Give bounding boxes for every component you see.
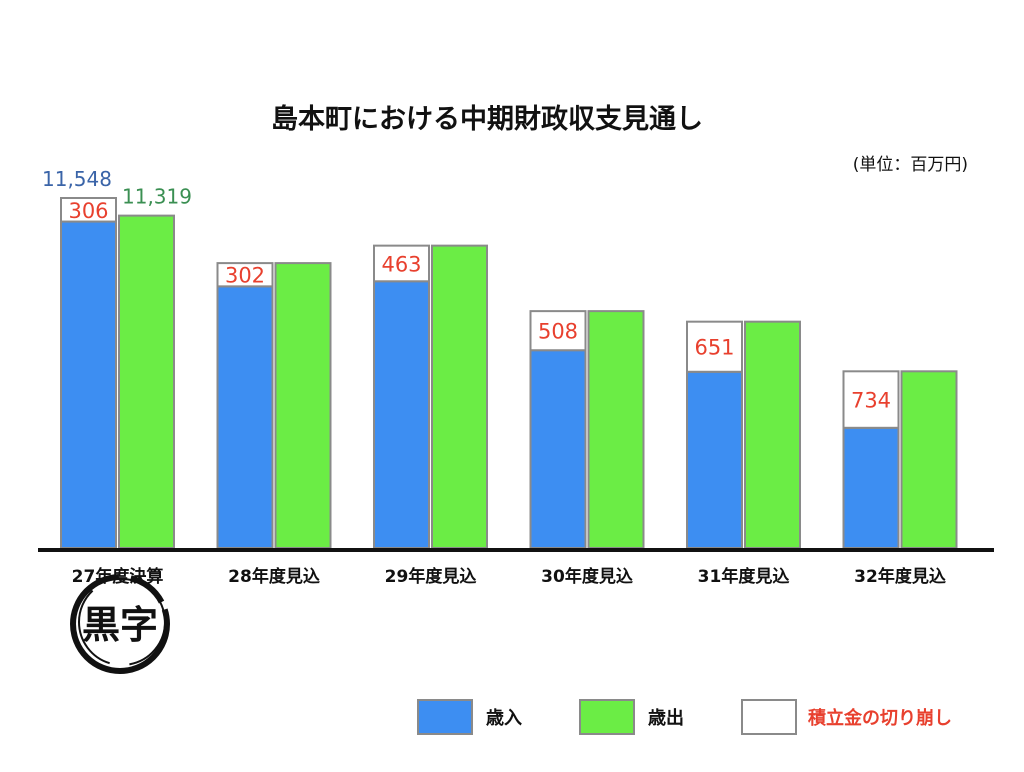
legend-label-1: 歳出 [648, 707, 684, 729]
stamp-text: 黒字 [82, 603, 158, 647]
bar-revenue-0 [60, 220, 117, 549]
bar-expenditure-5 [900, 370, 958, 549]
legend-label-2: 積立金の切り崩し [807, 707, 952, 729]
stamp-ring [70, 574, 170, 674]
bar-revenue-4 [686, 370, 743, 549]
bar-reserve-2 [373, 244, 430, 283]
x-tick-label-4: 31年度見込 [698, 566, 790, 587]
x-tick-label-3: 30年度見込 [541, 566, 633, 587]
bar-expenditure-4 [744, 320, 801, 549]
data-label-reserve-3: 508 [538, 320, 578, 344]
x-tick-label-2: 29年度見込 [385, 566, 477, 587]
bar-reserve-1 [216, 262, 274, 288]
bar-revenue-1 [216, 285, 274, 549]
legend-swatch-0 [417, 699, 473, 735]
data-label-reserve-2: 463 [381, 252, 421, 276]
bar-expenditure-3 [587, 310, 645, 550]
value-labels-layer: 306 302 463 508 651 734 11,548 11,319 [42, 167, 891, 413]
data-label-reserve-5: 734 [851, 389, 891, 413]
bars-layer [60, 197, 958, 550]
legend-label-0: 歳入 [486, 708, 522, 729]
bar-expenditure-2 [431, 244, 488, 550]
bar-revenue-3 [529, 349, 587, 549]
bar-reserve-0 [60, 197, 117, 223]
bar-revenue-5 [842, 426, 900, 549]
data-label-reserve-1: 302 [225, 264, 265, 288]
data-label-reserve-4: 651 [694, 336, 734, 360]
unit-label: (単位：百万円) [853, 155, 968, 175]
stamp-circle-icon: 黒字 [70, 574, 170, 674]
data-label-reserve-0: 306 [68, 199, 108, 223]
x-tick-label-5: 32年度見込 [854, 566, 946, 587]
bar-expenditure-1 [274, 262, 332, 549]
legend-swatch-1 [579, 699, 635, 735]
data-label-revenue-total-0: 11,548 [42, 167, 112, 191]
data-label-expenditure-0: 11,319 [122, 185, 192, 209]
bar-reserve-5 [842, 370, 900, 429]
bar-expenditure-0 [118, 214, 175, 549]
x-tick-label-1: 28年度見込 [228, 566, 320, 587]
stamp-ring-inner [78, 578, 166, 666]
bar-reserve-4 [686, 320, 743, 373]
legend-swatch-2 [741, 699, 797, 735]
bar-revenue-2 [373, 280, 430, 549]
chart-title: 島本町における中期財政収支見通し [271, 104, 703, 135]
bar-reserve-3 [529, 310, 587, 352]
x-tick-labels: 27年度決算 28年度見込 29年度見込 30年度見込 31年度見込 32年度見込 [72, 566, 946, 587]
legend: 歳入 歳出 積立金の切り崩し [417, 699, 952, 735]
